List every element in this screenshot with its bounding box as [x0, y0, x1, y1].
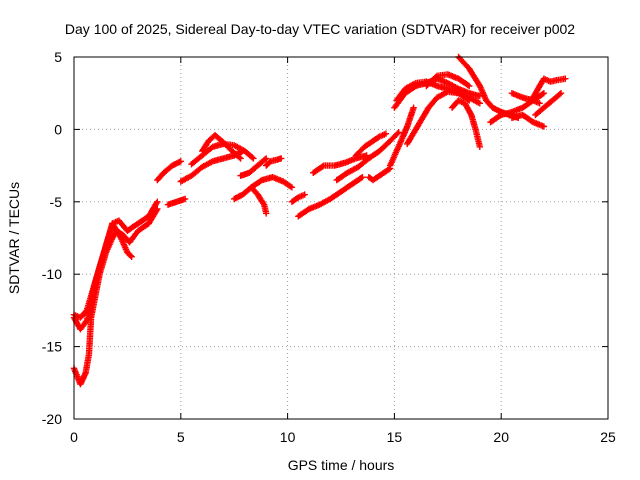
data-point-markers	[154, 158, 184, 184]
series-arc9	[231, 184, 270, 217]
y-tick-label: -20	[42, 411, 62, 427]
chart-title: Day 100 of 2025, Sidereal Day-to-day VTE…	[65, 21, 575, 37]
y-tick-label: 5	[54, 49, 62, 65]
series-arc4	[154, 158, 184, 184]
data-point-markers	[288, 191, 308, 205]
data-point-markers	[530, 75, 569, 101]
y-axis-ticks: -20 -15 -10 -5 0 5	[42, 49, 608, 427]
data-point-markers	[508, 111, 548, 130]
x-tick-label: 10	[280, 429, 296, 445]
y-tick-label: -5	[50, 194, 63, 210]
data-point-markers	[365, 165, 394, 184]
plot-frame	[73, 56, 609, 420]
series-arc13	[288, 191, 308, 205]
data-point-markers	[188, 140, 257, 168]
x-tick-label: 0	[70, 429, 78, 445]
series-arc14	[295, 174, 366, 220]
data-point-markers	[386, 104, 417, 169]
series-arc8	[199, 132, 244, 162]
data-point-markers	[295, 174, 366, 220]
series-arc11	[248, 174, 296, 191]
series-arc18	[365, 165, 394, 184]
y-tick-label: -15	[42, 339, 62, 355]
data-point-markers	[164, 195, 189, 208]
data-point-markers	[237, 155, 270, 179]
x-axis-ticks: 0 5 10 15 20 25	[70, 57, 616, 445]
data-point-markers	[404, 88, 483, 148]
y-axis-title: SDTVAR / TECUs	[6, 182, 22, 294]
data-point-markers	[423, 71, 473, 90]
x-tick-label: 20	[493, 429, 509, 445]
data-point-markers	[333, 129, 402, 184]
series-arc31	[508, 111, 548, 130]
data-point-markers	[248, 174, 296, 191]
data-point-markers	[263, 155, 285, 169]
data-point-markers	[70, 198, 161, 321]
data-point-markers	[199, 132, 244, 162]
data-point-markers	[231, 184, 270, 217]
grid-lines	[74, 57, 608, 419]
series-arc19	[386, 104, 417, 169]
x-axis-title: GPS time / hours	[288, 457, 395, 473]
series-arc10	[237, 155, 270, 179]
series-arc5	[164, 195, 189, 208]
series-arc29	[530, 75, 569, 101]
series-arc3	[70, 198, 161, 321]
y-tick-label: -10	[42, 266, 62, 282]
series-arc16	[333, 129, 402, 184]
series-arc30	[532, 90, 565, 119]
x-tick-label: 25	[600, 429, 616, 445]
series-arc17	[352, 130, 390, 159]
x-tick-label: 15	[387, 429, 403, 445]
series-arc7	[188, 140, 257, 168]
data-point-markers	[448, 97, 483, 150]
y-tick-label: 0	[54, 121, 62, 137]
x-tick-label: 5	[177, 429, 185, 445]
series-arc23	[423, 71, 473, 90]
series-arc12	[263, 155, 285, 169]
data-point-markers	[352, 130, 390, 159]
data-point-markers	[532, 90, 565, 119]
series-arc25	[448, 97, 483, 150]
series-arc22	[404, 88, 483, 148]
data-points	[70, 53, 569, 388]
